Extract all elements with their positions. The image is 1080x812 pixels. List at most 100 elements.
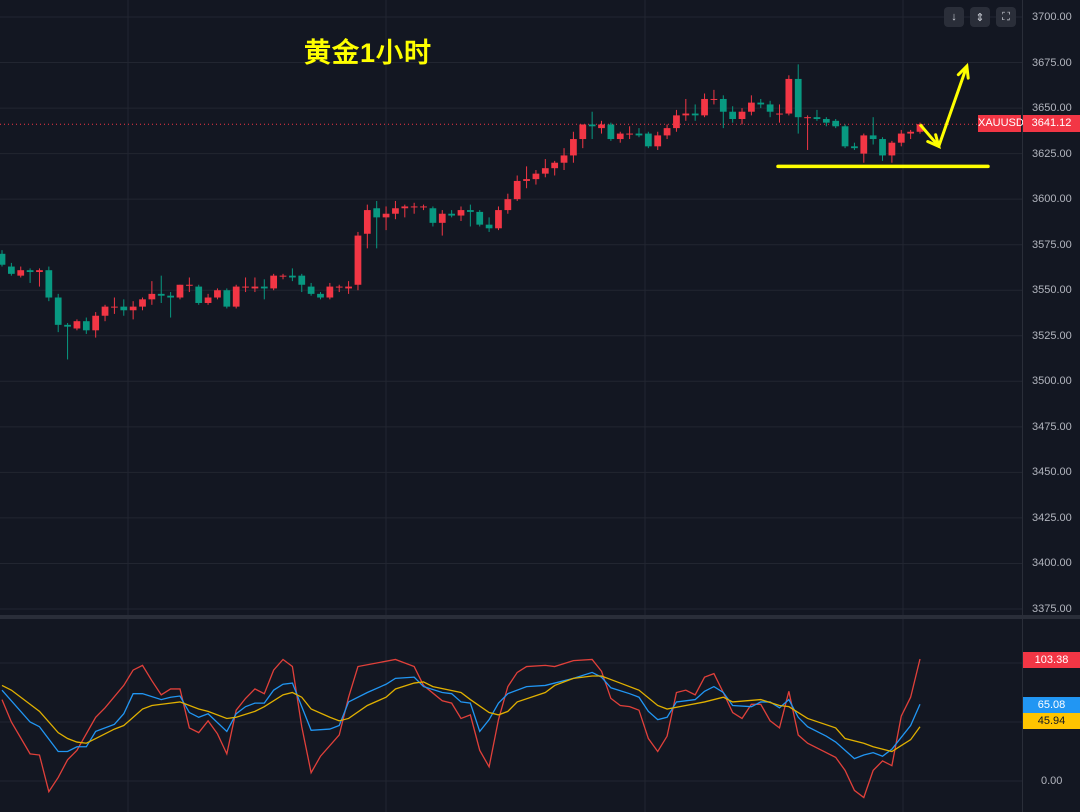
- candle-body: [513, 180, 521, 200]
- candle-body: [476, 211, 484, 225]
- arrow-head-icon: [956, 62, 970, 80]
- candle-body: [663, 128, 671, 136]
- price-tick-label: 3475.00: [1032, 420, 1072, 433]
- k-value-label: 65.08: [1023, 697, 1080, 713]
- candle-body: [335, 286, 343, 288]
- candle-body: [897, 133, 905, 143]
- candle-body: [438, 213, 446, 223]
- candle-body: [560, 155, 568, 163]
- candle-body: [82, 321, 90, 331]
- candle-body: [532, 173, 540, 180]
- candle-body: [851, 146, 858, 149]
- price-tick-label: 3700.00: [1032, 11, 1072, 23]
- candle-body: [392, 208, 399, 214]
- d-value-label: 45.94: [1023, 713, 1080, 729]
- candle-body: [410, 206, 418, 208]
- candle-body: [289, 275, 296, 278]
- candle-body: [345, 286, 352, 289]
- projection-arrow: [918, 65, 969, 148]
- candle-body: [598, 124, 605, 129]
- indicator-line-d: [1, 675, 921, 753]
- candle-body: [654, 135, 662, 147]
- candle-body: [157, 293, 165, 296]
- price-tick-label: 3525.00: [1032, 329, 1072, 342]
- price-tick-label: 3650.00: [1032, 102, 1072, 115]
- candle-body: [326, 286, 334, 298]
- candle-body: [523, 179, 530, 181]
- candle-body: [701, 98, 708, 116]
- candle-body: [307, 286, 315, 294]
- price-tick-label: 3575.00: [1032, 238, 1072, 251]
- indicator-line-j: [1, 658, 921, 799]
- candle-body: [298, 275, 306, 285]
- pane-separator: [0, 615, 1080, 619]
- candle-body: [738, 111, 746, 120]
- candle-body: [354, 235, 362, 285]
- candle-body: [448, 213, 456, 216]
- candle-body: [317, 293, 324, 298]
- candle-body: [541, 168, 549, 174]
- indicator-tick-label: 0.00: [1041, 775, 1063, 787]
- price-tick-label: 3450.00: [1032, 466, 1072, 479]
- candle-body: [36, 270, 43, 273]
- candle-body: [785, 78, 793, 114]
- candle-body: [0, 253, 6, 265]
- candle-body: [457, 210, 465, 216]
- candle-body: [204, 297, 212, 303]
- symbol-label: XAUUSD: [978, 115, 1024, 132]
- candle-body: [7, 266, 15, 274]
- candle-body: [691, 113, 699, 116]
- price-tick-label: 3675.00: [1032, 56, 1072, 69]
- candle-body: [420, 206, 427, 208]
- candle-body: [626, 133, 633, 135]
- candle-body: [888, 142, 896, 156]
- candle-body: [635, 133, 643, 136]
- candle-body: [832, 120, 840, 127]
- candle-body: [757, 102, 765, 105]
- candle-body: [616, 133, 624, 140]
- candle-body: [64, 324, 71, 327]
- candle-body: [167, 295, 174, 298]
- candle-body: [382, 213, 390, 218]
- candle-body: [860, 135, 868, 154]
- candle-body: [644, 133, 652, 147]
- candle-body: [841, 126, 849, 147]
- candle-body: [804, 117, 811, 119]
- candle-body: [495, 210, 502, 229]
- indicator-line-k: [1, 671, 921, 760]
- candle-body: [794, 78, 802, 118]
- fullscreen-icon[interactable]: ⛶: [996, 7, 1016, 27]
- collapse-icon[interactable]: ⇕: [970, 7, 990, 27]
- candle-body: [73, 321, 81, 329]
- candle-body: [485, 224, 493, 229]
- candle-body: [869, 135, 877, 140]
- candle-body: [223, 290, 231, 307]
- last-price-label: 3641.12: [1023, 115, 1080, 132]
- candle-body: [251, 286, 259, 289]
- candle-body: [551, 162, 559, 169]
- candle-body: [129, 306, 137, 311]
- arrow-down-icon[interactable]: ↓: [944, 7, 964, 27]
- candle-body: [120, 306, 128, 311]
- candle-body: [729, 111, 737, 120]
- candle-body: [214, 290, 221, 298]
- candle-body: [822, 119, 830, 123]
- candle-body: [466, 210, 474, 212]
- candle-body: [879, 139, 886, 156]
- candle-body: [139, 299, 146, 307]
- arrow-head-icon: [926, 133, 941, 149]
- candle-body: [504, 199, 512, 211]
- candle-body: [101, 306, 109, 316]
- candle-body: [579, 124, 587, 140]
- candle-body: [92, 315, 100, 331]
- candle-body: [907, 131, 915, 134]
- price-tick-label: 3375.00: [1032, 603, 1072, 615]
- price-tick-label: 3425.00: [1032, 511, 1072, 524]
- candle-body: [363, 210, 371, 234]
- candle-body: [570, 139, 577, 156]
- candle-body: [682, 113, 690, 116]
- candle-body: [17, 270, 25, 276]
- candle-body: [813, 117, 821, 120]
- candle-body: [176, 284, 184, 298]
